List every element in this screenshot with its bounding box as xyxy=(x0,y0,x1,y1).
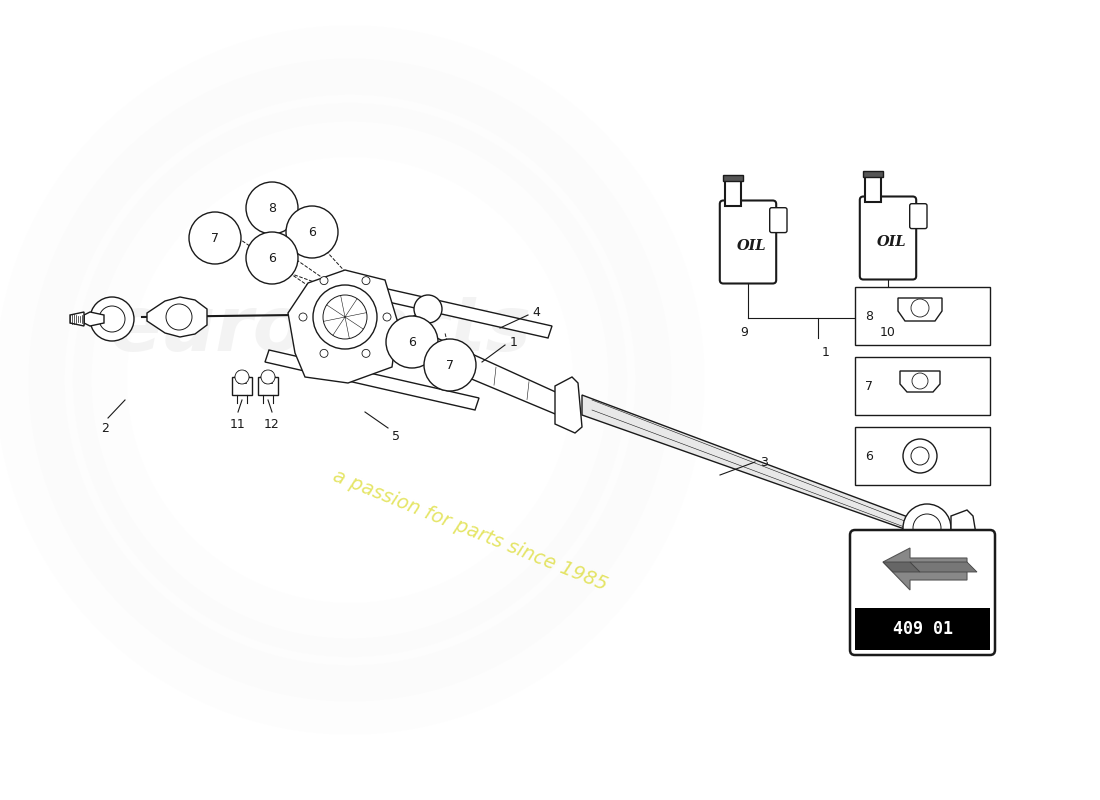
Text: 1: 1 xyxy=(822,346,829,359)
Text: 11: 11 xyxy=(230,418,246,431)
Text: a passion for parts since 1985: a passion for parts since 1985 xyxy=(330,466,610,594)
Text: 8: 8 xyxy=(865,310,873,322)
Circle shape xyxy=(414,295,442,323)
Circle shape xyxy=(261,370,275,384)
Bar xyxy=(864,170,882,178)
Circle shape xyxy=(911,447,930,465)
Text: OIL: OIL xyxy=(737,239,767,253)
Text: 9: 9 xyxy=(740,326,748,339)
FancyBboxPatch shape xyxy=(850,530,996,655)
Circle shape xyxy=(314,285,377,349)
Polygon shape xyxy=(265,350,478,410)
Text: 12: 12 xyxy=(264,418,279,431)
Polygon shape xyxy=(900,371,940,392)
Circle shape xyxy=(424,339,476,391)
Circle shape xyxy=(913,514,940,542)
Text: 10: 10 xyxy=(880,326,895,339)
FancyBboxPatch shape xyxy=(910,204,927,229)
Circle shape xyxy=(235,370,249,384)
Circle shape xyxy=(362,277,370,285)
Circle shape xyxy=(189,212,241,264)
Polygon shape xyxy=(952,510,977,546)
Polygon shape xyxy=(336,278,552,338)
Bar xyxy=(855,287,990,345)
Bar xyxy=(866,175,880,202)
Text: 2: 2 xyxy=(101,422,109,435)
Text: 7: 7 xyxy=(865,379,873,393)
Polygon shape xyxy=(70,312,84,326)
Circle shape xyxy=(320,277,328,285)
Text: 5: 5 xyxy=(392,430,400,443)
Bar xyxy=(725,179,740,206)
Text: 7: 7 xyxy=(211,231,219,245)
FancyBboxPatch shape xyxy=(719,201,777,283)
Text: 409 01: 409 01 xyxy=(892,620,953,638)
Text: 6: 6 xyxy=(268,251,276,265)
Polygon shape xyxy=(883,548,967,590)
FancyBboxPatch shape xyxy=(770,208,786,233)
Polygon shape xyxy=(288,270,398,383)
Circle shape xyxy=(99,306,125,332)
Bar xyxy=(855,608,990,650)
Polygon shape xyxy=(392,307,432,337)
FancyBboxPatch shape xyxy=(860,197,916,279)
Circle shape xyxy=(90,297,134,341)
Polygon shape xyxy=(84,312,104,326)
Circle shape xyxy=(912,373,928,389)
Text: 1: 1 xyxy=(510,337,518,350)
Bar xyxy=(258,377,278,395)
Bar xyxy=(855,357,990,415)
Text: 8: 8 xyxy=(268,202,276,214)
Circle shape xyxy=(246,182,298,234)
Circle shape xyxy=(166,304,192,330)
Text: 7: 7 xyxy=(446,358,454,371)
Circle shape xyxy=(383,313,390,321)
Polygon shape xyxy=(910,562,977,572)
Circle shape xyxy=(323,295,367,339)
Bar xyxy=(232,377,252,395)
Polygon shape xyxy=(147,297,207,337)
Circle shape xyxy=(903,439,937,473)
Polygon shape xyxy=(556,377,582,433)
Text: 4: 4 xyxy=(532,306,540,318)
Circle shape xyxy=(299,313,307,321)
Circle shape xyxy=(903,504,952,552)
Polygon shape xyxy=(898,298,942,321)
Text: OIL: OIL xyxy=(877,235,906,249)
Circle shape xyxy=(286,206,338,258)
Text: 6: 6 xyxy=(865,450,873,462)
Circle shape xyxy=(386,316,438,368)
Circle shape xyxy=(320,350,328,358)
Text: europarts: europarts xyxy=(109,293,531,367)
Text: 3: 3 xyxy=(760,455,768,469)
Bar xyxy=(724,174,743,182)
Polygon shape xyxy=(883,562,920,572)
Text: 6: 6 xyxy=(308,226,316,238)
Text: 6: 6 xyxy=(408,335,416,349)
Bar xyxy=(855,427,990,485)
Circle shape xyxy=(911,299,930,317)
Circle shape xyxy=(362,350,370,358)
Polygon shape xyxy=(395,319,560,416)
Polygon shape xyxy=(582,395,920,534)
Circle shape xyxy=(246,232,298,284)
